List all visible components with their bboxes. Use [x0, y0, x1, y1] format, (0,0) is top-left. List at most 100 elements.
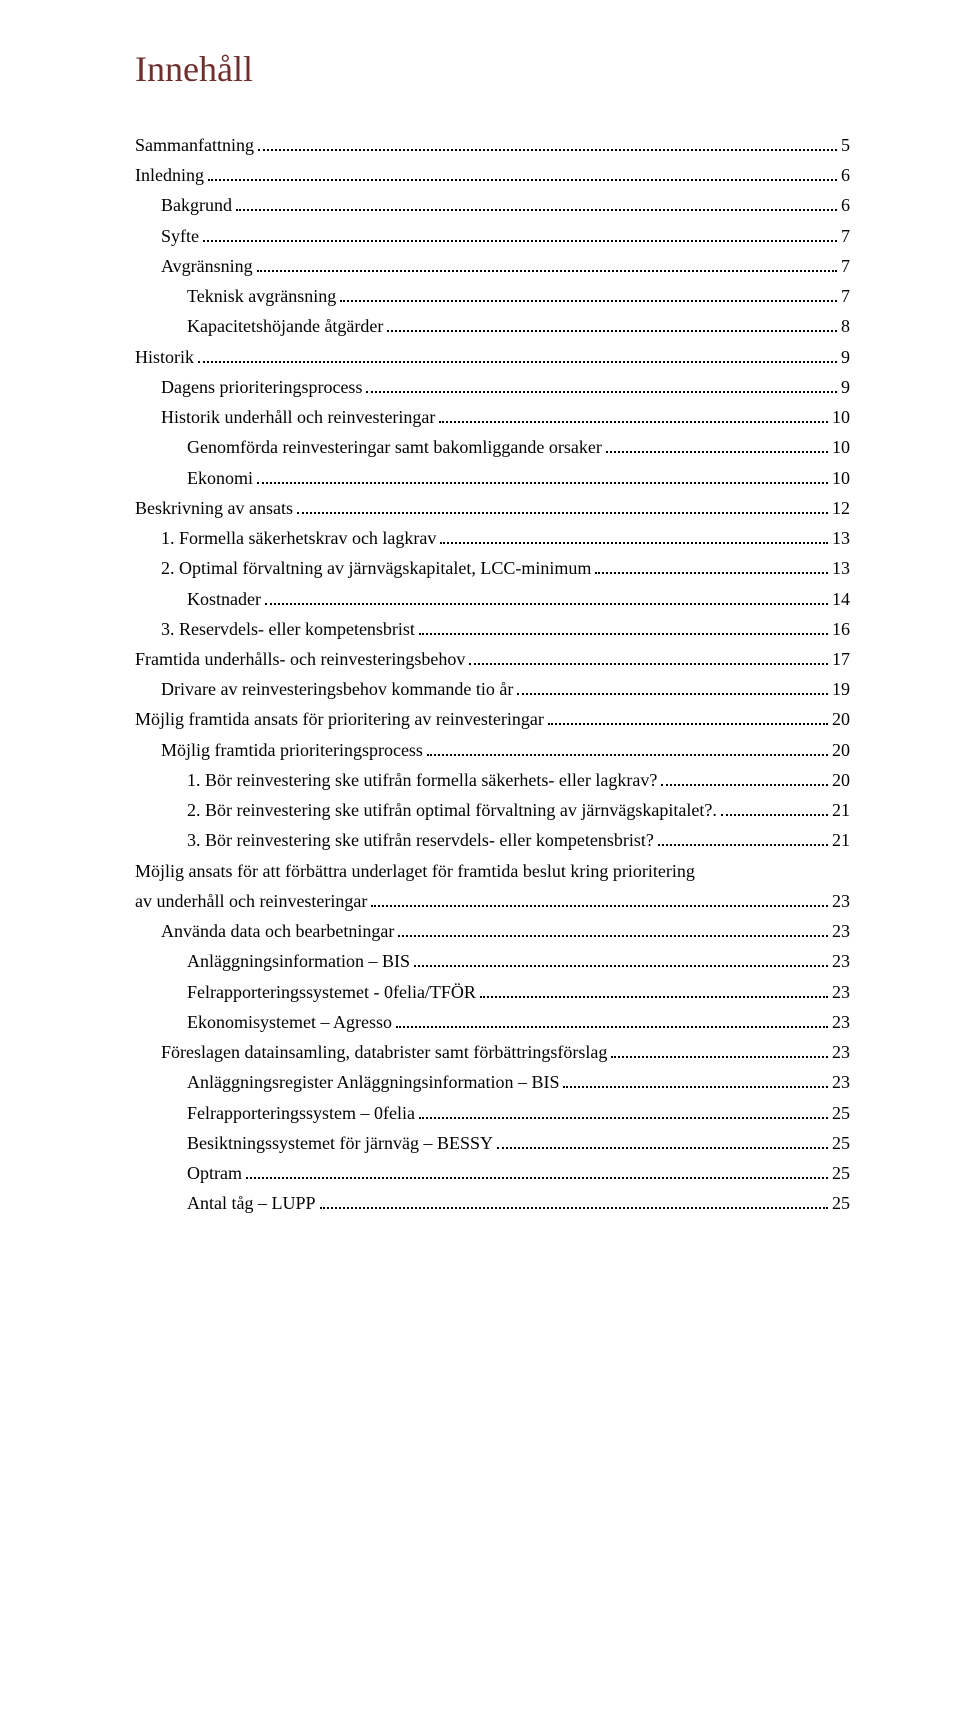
- toc-entry: Ekonomi10: [135, 463, 850, 493]
- toc-entry: Besiktningssystemet för järnväg – BESSY 2…: [135, 1128, 850, 1158]
- toc-dot-leader: [265, 589, 828, 605]
- toc-entry: Teknisk avgränsning7: [135, 281, 850, 311]
- toc-entry-label: Besiktningssystemet för järnväg – BESSY: [187, 1128, 495, 1158]
- toc-entry: 3. Reservdels- eller kompetensbrist16: [135, 614, 850, 644]
- toc-entry-page: 23: [830, 946, 850, 976]
- toc-entry-label: Sammanfattning: [135, 130, 256, 160]
- toc-entry-page: 23: [830, 916, 850, 946]
- toc-entry-label: 2. Optimal förvaltning av järnvägskapita…: [161, 553, 593, 583]
- toc-entry-page: 25: [830, 1128, 850, 1158]
- toc-entry-label: Bakgrund: [161, 190, 234, 220]
- toc-entry-page: 10: [830, 402, 850, 432]
- toc-entry-label: Inledning: [135, 160, 206, 190]
- toc-entry: Optram25: [135, 1158, 850, 1188]
- toc-entry-label: Felrapporteringssystemet - 0felia/TFÖR: [187, 977, 478, 1007]
- toc-entry-label: Ekonomi: [187, 463, 255, 493]
- toc-entry: Kapacitetshöjande åtgärder 8: [135, 311, 850, 341]
- toc-entry-page: 8: [839, 311, 850, 341]
- toc-entry-label: Beskrivning av ansats: [135, 493, 295, 523]
- toc-entry-page: 6: [839, 160, 850, 190]
- toc-dot-leader: [497, 1133, 828, 1149]
- toc-entry-page: 25: [830, 1158, 850, 1188]
- page-title: Innehåll: [135, 48, 850, 90]
- toc-dot-leader: [419, 1103, 828, 1119]
- toc-dot-leader: [427, 740, 828, 756]
- toc-entry-label: 2. Bör reinvestering ske utifrån optimal…: [187, 795, 719, 825]
- toc-entry: Genomförda reinvesteringar samt bakomlig…: [135, 432, 850, 462]
- toc-entry-page: 6: [839, 190, 850, 220]
- toc-dot-leader: [257, 256, 837, 272]
- toc-entry: Sammanfattning5: [135, 130, 850, 160]
- toc-dot-leader: [419, 619, 828, 635]
- toc-dot-leader: [198, 347, 837, 363]
- toc-entry: Antal tåg – LUPP25: [135, 1188, 850, 1218]
- toc-entry: Möjlig framtida ansats för prioritering …: [135, 704, 850, 734]
- toc-entry-label: Föreslagen datainsamling, databrister sa…: [161, 1037, 609, 1067]
- toc-dot-leader: [440, 529, 828, 545]
- toc-dot-leader: [439, 408, 828, 424]
- toc-dot-leader: [658, 831, 828, 847]
- toc-entry-page: 7: [839, 221, 850, 251]
- toc-entry-label: Framtida underhålls- och reinvesteringsb…: [135, 644, 467, 674]
- toc-entry-page: 10: [830, 432, 850, 462]
- toc-entry: Syfte 7: [135, 221, 850, 251]
- toc-entry-page: 23: [830, 1037, 850, 1067]
- toc-dot-leader: [611, 1043, 828, 1059]
- toc-entry-page: 23: [830, 886, 850, 916]
- toc-entry-page: 9: [839, 342, 850, 372]
- toc-dot-leader: [414, 952, 828, 968]
- toc-entry: 1. Bör reinvestering ske utifrån formell…: [135, 765, 850, 795]
- toc-entry-page: 13: [830, 553, 850, 583]
- toc-dot-leader: [371, 891, 828, 907]
- toc-entry: Inledning 6: [135, 160, 850, 190]
- toc-entry-page: 21: [830, 825, 850, 855]
- toc-entry: 2. Optimal förvaltning av järnvägskapita…: [135, 553, 850, 583]
- toc-entry: Historik 9: [135, 342, 850, 372]
- toc-entry-label: Syfte: [161, 221, 201, 251]
- toc-dot-leader: [297, 498, 828, 514]
- toc-dot-leader: [661, 770, 828, 786]
- toc-dot-leader: [203, 226, 837, 242]
- toc-dot-leader: [246, 1163, 828, 1179]
- toc-entry: Föreslagen datainsamling, databrister sa…: [135, 1037, 850, 1067]
- toc-entry-label: 1. Bör reinvestering ske utifrån formell…: [187, 765, 659, 795]
- toc-dot-leader: [320, 1194, 829, 1210]
- toc-entry-label: Kapacitetshöjande åtgärder: [187, 311, 385, 341]
- toc-entry: Beskrivning av ansats12: [135, 493, 850, 523]
- table-of-contents: Sammanfattning5Inledning 6 Bakgrund 6 Syfte 7…: [135, 130, 850, 1218]
- toc-entry-label: Drivare av reinvesteringsbehov kommande …: [161, 674, 515, 704]
- toc-entry: Drivare av reinvesteringsbehov kommande …: [135, 674, 850, 704]
- toc-entry-label: Möjlig framtida ansats för prioritering …: [135, 704, 546, 734]
- toc-dot-leader: [563, 1073, 828, 1089]
- toc-entry-label: Historik: [135, 342, 196, 372]
- toc-dot-leader: [606, 438, 828, 454]
- toc-entry-page: 7: [839, 251, 850, 281]
- toc-entry-page: 23: [830, 1067, 850, 1097]
- toc-entry: Felrapporteringssystem – 0felia25: [135, 1098, 850, 1128]
- toc-entry: 2. Bör reinvestering ske utifrån optimal…: [135, 795, 850, 825]
- toc-entry: Använda data och bearbetningar 23: [135, 916, 850, 946]
- toc-entry-page: 9: [839, 372, 850, 402]
- toc-entry: Bakgrund 6: [135, 190, 850, 220]
- toc-entry: Kostnader14: [135, 584, 850, 614]
- toc-dot-leader: [396, 1012, 828, 1028]
- toc-entry-page: 20: [830, 704, 850, 734]
- toc-entry-label: Genomförda reinvesteringar samt bakomlig…: [187, 432, 604, 462]
- toc-dot-leader: [340, 287, 837, 303]
- toc-entry-label: Anläggningsregister Anläggningsinformati…: [187, 1067, 561, 1097]
- toc-dot-leader: [258, 136, 837, 152]
- toc-entry-label: Anläggningsinformation – BIS: [187, 946, 412, 976]
- toc-entry-page: 25: [830, 1188, 850, 1218]
- toc-entry: Avgränsning 7: [135, 251, 850, 281]
- toc-entry: Historik underhåll och reinvesteringar10: [135, 402, 850, 432]
- toc-entry: Felrapporteringssystemet - 0felia/TFÖR23: [135, 977, 850, 1007]
- toc-entry-label: Avgränsning: [161, 251, 255, 281]
- toc-dot-leader: [480, 982, 828, 998]
- toc-entry-page: 23: [830, 1007, 850, 1037]
- toc-entry-page: 13: [830, 523, 850, 553]
- toc-dot-leader: [398, 922, 828, 938]
- toc-entry-page: 20: [830, 735, 850, 765]
- toc-entry: 1. Formella säkerhetskrav och lagkrav13: [135, 523, 850, 553]
- toc-entry-label: Använda data och bearbetningar: [161, 916, 396, 946]
- toc-entry-page: 20: [830, 765, 850, 795]
